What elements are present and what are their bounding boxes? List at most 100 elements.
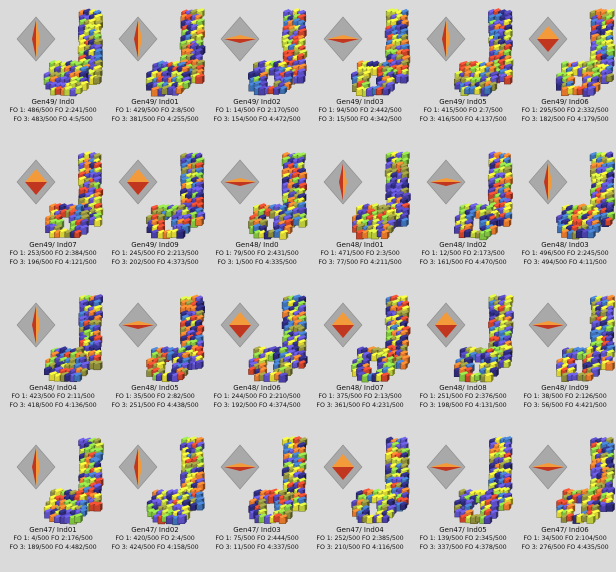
fo2-value: FO 2:11/500 xyxy=(56,393,95,400)
voxel-structure-render xyxy=(448,6,514,98)
fitness-row-2: FO 3: 15/500 FO 4:342/500 xyxy=(309,116,411,123)
fo4-value: FO 4:470/500 xyxy=(464,259,507,266)
fo2-value: FO 2:82/500 xyxy=(156,393,195,400)
voxel-structure-render xyxy=(242,434,308,526)
fo4-value: FO 4:472/500 xyxy=(258,116,301,123)
fo2-value: FO 2:104/500 xyxy=(564,535,607,542)
fo4-value: FO 4:137/500 xyxy=(464,116,507,123)
fo2-value: FO 2:210/500 xyxy=(258,393,301,400)
fo2-value: FO 2:3/500 xyxy=(365,250,400,257)
voxel-structure-render xyxy=(38,434,104,526)
individual-label: Gen47/ Ind06 xyxy=(541,526,589,534)
individual-card: Gen48/ Ind0 FO 1: 79/500 FO 2:431/500 FO 3… xyxy=(206,147,308,287)
individual-card: Gen48/ Ind05 FO 1: 35/500 FO 2:82/500 FO 3… xyxy=(104,290,206,430)
voxel-structure-render xyxy=(448,292,514,384)
individual-label: Gen49/ Ind05 xyxy=(439,98,487,106)
individual-label: Gen49/ Ind02 xyxy=(233,98,281,106)
fitness-row-1: FO 1: 295/500 FO 2:332/500 xyxy=(514,107,616,114)
fo1-value: FO 1: 420/500 xyxy=(115,535,159,542)
fo3-value: FO 3: 161/500 xyxy=(419,259,463,266)
individual-card: Gen49/ Ind0 FO 1: 486/500 FO 2:241/500 FO … xyxy=(2,4,104,144)
individual-label: Gen49/ Ind06 xyxy=(541,98,589,106)
orientation-diamond-icon xyxy=(323,444,363,490)
fitness-row-1: FO 1: 429/500 FO 2:8/500 xyxy=(104,107,206,114)
fo1-value: FO 1: 295/500 xyxy=(521,107,565,114)
individual-card: Gen48/ Ind09 FO 1: 38/500 FO 2:126/500 FO … xyxy=(514,290,616,430)
fitness-row-1: FO 1: 471/500 FO 2:3/500 xyxy=(309,250,411,257)
orientation-diamond-icon xyxy=(426,302,466,348)
fo2-value: FO 2:376/500 xyxy=(464,393,507,400)
individual-card: Gen49/ Ind06 FO 1: 295/500 FO 2:332/500 FO… xyxy=(514,4,616,144)
fo3-value: FO 3: 192/500 xyxy=(213,402,257,409)
fo3-value: FO 3: 196/500 xyxy=(9,259,53,266)
fo1-value: FO 1: 12/500 xyxy=(421,250,462,257)
fitness-row-1: FO 1: 423/500 FO 2:11/500 xyxy=(2,393,104,400)
fitness-row-1: FO 1: 75/500 FO 2:444/500 xyxy=(206,535,308,542)
individual-card: Gen48/ Ind07 FO 1: 375/500 FO 2:13/500 FO … xyxy=(309,290,411,430)
orientation-diamond-icon xyxy=(323,16,363,62)
orientation-diamond-icon xyxy=(426,444,466,490)
fo3-value: FO 3: 189/500 xyxy=(9,544,53,551)
fitness-row-2: FO 3: 251/500 FO 4:438/500 xyxy=(104,402,206,409)
fo3-value: FO 3: 11/500 xyxy=(215,544,256,551)
fo1-value: FO 1: 4/500 xyxy=(13,535,50,542)
individual-label: Gen49/ Ind07 xyxy=(29,241,77,249)
fitness-row-1: FO 1: 4/500 FO 2:176/500 xyxy=(2,535,104,542)
fitness-row-2: FO 3: 196/500 FO 4:121/500 xyxy=(2,259,104,266)
fo3-value: FO 3: 154/500 xyxy=(213,116,257,123)
fitness-row-2: FO 3: 210/500 FO 4:116/500 xyxy=(309,544,411,551)
fo3-value: FO 3: 416/500 xyxy=(419,116,463,123)
fo1-value: FO 1: 375/500 xyxy=(318,393,362,400)
fitness-row-2: FO 3: 154/500 FO 4:472/500 xyxy=(206,116,308,123)
individual-label: Gen48/ Ind02 xyxy=(439,241,487,249)
individual-card: Gen47/ Ind04 FO 1: 252/500 FO 2:385/500 FO… xyxy=(309,432,411,572)
fo4-value: FO 4:378/500 xyxy=(464,544,507,551)
fitness-row-1: FO 1: 253/500 FO 2:384/500 xyxy=(2,250,104,257)
fo2-value: FO 2:176/500 xyxy=(51,535,93,542)
individual-card: Gen47/ Ind02 FO 1: 420/500 FO 2:4/500 FO 3… xyxy=(104,432,206,572)
fitness-row-2: FO 3: 189/500 FO 4:482/500 xyxy=(2,544,104,551)
fo1-value: FO 1: 34/500 xyxy=(523,535,564,542)
individual-label: Gen49/ Ind09 xyxy=(131,241,179,249)
orientation-diamond-icon xyxy=(528,302,568,348)
fo3-value: FO 3: 202/500 xyxy=(111,259,155,266)
fitness-row-1: FO 1: 14/500 FO 2:170/500 xyxy=(206,107,308,114)
fitness-row-2: FO 3: 202/500 FO 4:373/500 xyxy=(104,259,206,266)
individual-label: Gen49/ Ind01 xyxy=(131,98,179,106)
individual-label: Gen48/ Ind05 xyxy=(131,384,179,392)
individual-label: Gen48/ Ind08 xyxy=(439,384,487,392)
voxel-structure-render xyxy=(38,292,104,384)
fo1-value: FO 1: 139/500 xyxy=(419,535,463,542)
orientation-diamond-icon xyxy=(528,444,568,490)
fo1-value: FO 1: 423/500 xyxy=(11,393,55,400)
fitness-row-1: FO 1: 375/500 FO 2:13/500 xyxy=(309,393,411,400)
fitness-row-2: FO 3: 276/500 FO 4:435/500 xyxy=(514,544,616,551)
fo1-value: FO 1: 252/500 xyxy=(316,535,360,542)
voxel-structure-render xyxy=(550,6,616,98)
orientation-diamond-icon xyxy=(528,16,568,62)
orientation-diamond-icon xyxy=(323,302,363,348)
fo3-value: FO 3: 210/500 xyxy=(316,544,360,551)
fo3-value: FO 3: 182/500 xyxy=(521,116,565,123)
fo2-value: FO 2:385/500 xyxy=(361,535,404,542)
voxel-structure-render xyxy=(550,292,616,384)
fo2-value: FO 2:7/500 xyxy=(468,107,503,114)
fo4-value: FO 4:5/500 xyxy=(58,116,93,123)
fo3-value: FO 3: 77/500 xyxy=(318,259,359,266)
voxel-structure-render xyxy=(345,149,411,241)
fo4-value: FO 4:231/500 xyxy=(361,402,404,409)
fo2-value: FO 2:126/500 xyxy=(564,393,607,400)
orientation-diamond-icon xyxy=(16,302,56,348)
fitness-row-2: FO 3: 56/500 FO 4:421/500 xyxy=(514,402,616,409)
fitness-row-1: FO 1: 38/500 FO 2:126/500 xyxy=(514,393,616,400)
fo4-value: FO 4:337/500 xyxy=(256,544,299,551)
fo2-value: FO 2:384/500 xyxy=(54,250,97,257)
individual-card: Gen48/ Ind01 FO 1: 471/500 FO 2:3/500 FO 3… xyxy=(309,147,411,287)
fo4-value: FO 4:374/500 xyxy=(258,402,301,409)
fo3-value: FO 3: 337/500 xyxy=(419,544,463,551)
fitness-row-2: FO 3: 192/500 FO 4:374/500 xyxy=(206,402,308,409)
voxel-structure-render xyxy=(345,434,411,526)
fo3-value: FO 3: 1/500 xyxy=(217,259,254,266)
fo1-value: FO 1: 79/500 xyxy=(215,250,256,257)
fitness-row-1: FO 1: 496/500 FO 2:245/500 xyxy=(514,250,616,257)
